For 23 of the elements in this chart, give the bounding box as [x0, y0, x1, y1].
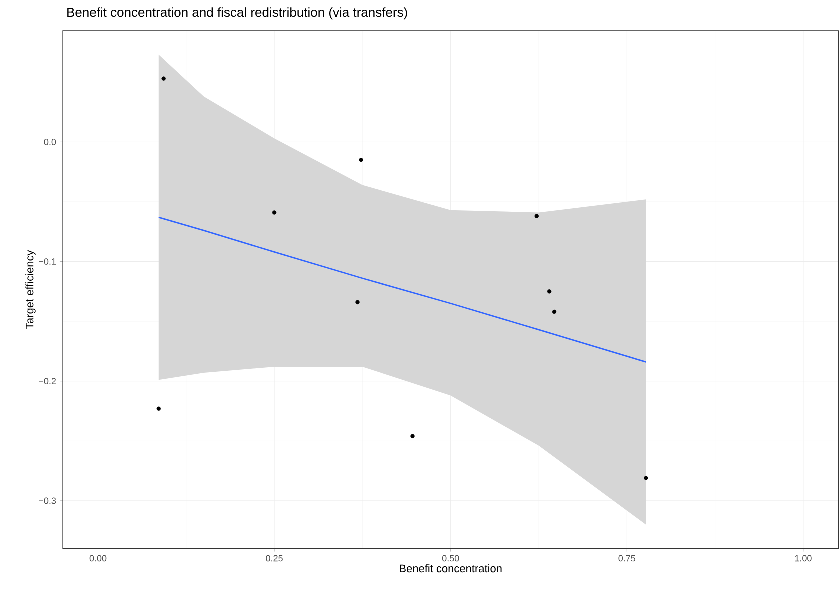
x-axis-title: Benefit concentration: [400, 564, 502, 573]
point: [644, 476, 648, 480]
point: [162, 76, 166, 82]
point: [552, 310, 557, 314]
y-tick-label: 0.0: [44, 139, 56, 146]
y-tick-label: −0.3: [39, 498, 56, 504]
chart-title: Benefit concentration and fiscal redistribution (via transfers): [68, 8, 408, 20]
x-tick-label: 0.75: [618, 555, 636, 562]
x-tick-label: 0.25: [266, 555, 283, 562]
y-tick-label: −0.2: [39, 378, 56, 385]
line-series: [158, 216, 647, 364]
x-tick-label: 1.00: [795, 555, 812, 562]
y-axis-title: Target efficiency: [26, 250, 36, 330]
point: [410, 434, 415, 439]
x-tick-label: 0.50: [442, 555, 460, 562]
point: [359, 158, 364, 162]
point: [356, 300, 360, 305]
point: [534, 214, 539, 219]
point: [272, 210, 277, 215]
x-tick-label: 0.00: [90, 555, 107, 562]
point: [156, 406, 161, 412]
y-tick-label: −0.1: [39, 258, 56, 266]
point: [547, 290, 552, 294]
